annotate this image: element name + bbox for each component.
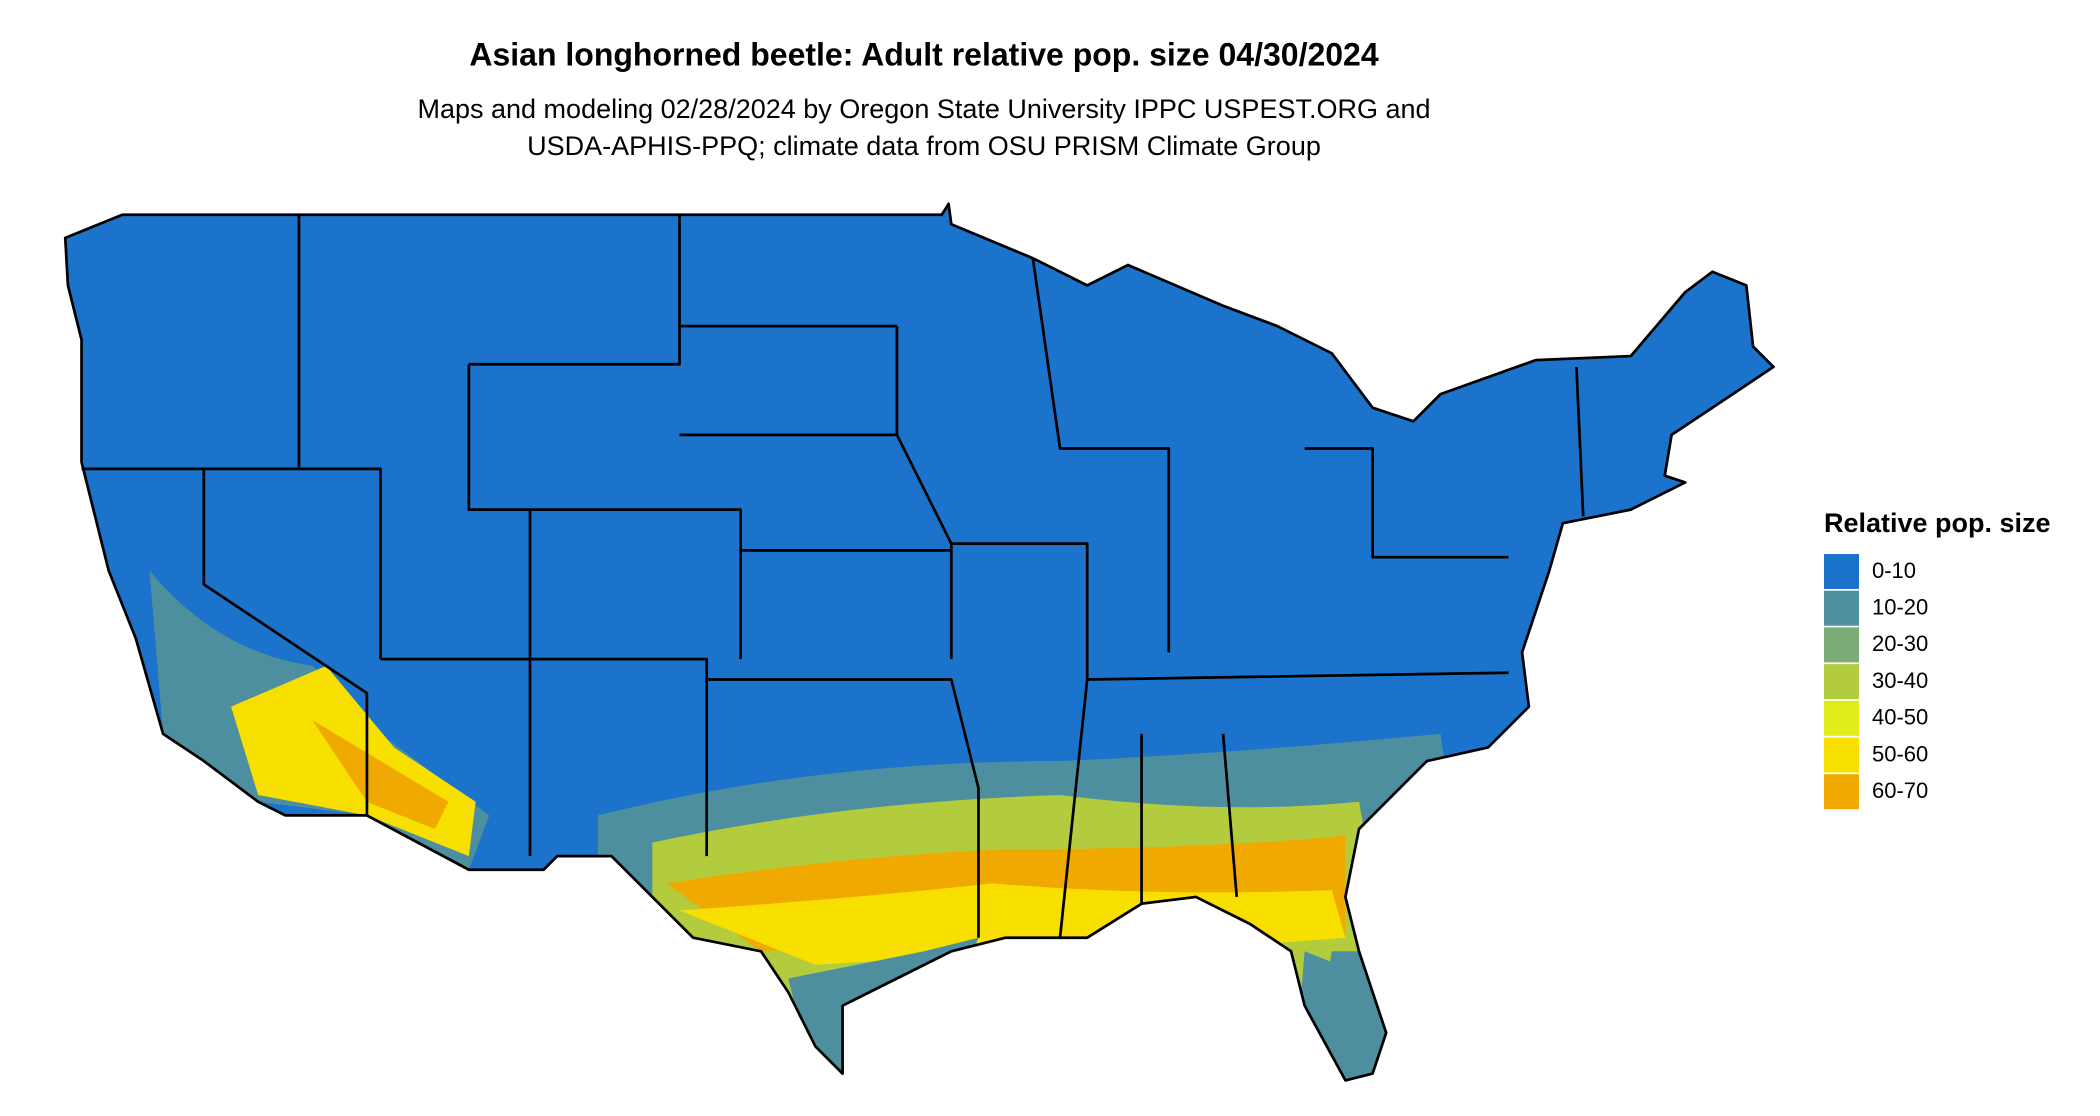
legend-title: Relative pop. size: [1824, 508, 2051, 538]
subtitle: Maps and modeling 02/28/2024 by Oregon S…: [417, 94, 1430, 124]
region: [312, 720, 449, 829]
legend-swatch: [1824, 774, 1859, 810]
legend: 0-10 10-20 20-30 30-40 40-50 50-60 60-70: [1824, 554, 1928, 810]
legend-label: 0-10: [1872, 558, 1916, 583]
legend-swatch: [1824, 554, 1859, 589]
legend-swatch: [1824, 627, 1859, 663]
subtitle: USDA-APHIS-PPQ; climate data from OSU PR…: [527, 131, 1321, 161]
legend-swatch: [1824, 590, 1859, 626]
legend-label: 60-70: [1872, 778, 1928, 803]
legend-label: 30-40: [1872, 668, 1928, 693]
map: [63, 202, 1775, 1082]
legend-label: 50-60: [1872, 741, 1928, 766]
title: Asian longhorned beetle: Adult relative …: [469, 36, 1379, 72]
legend-label: 20-30: [1872, 631, 1928, 656]
legend-label: 40-50: [1872, 705, 1928, 730]
legend-label: 10-20: [1872, 595, 1928, 620]
legend-swatch: [1824, 737, 1859, 773]
legend-swatch: [1824, 700, 1859, 736]
legend-swatch: [1824, 664, 1859, 700]
